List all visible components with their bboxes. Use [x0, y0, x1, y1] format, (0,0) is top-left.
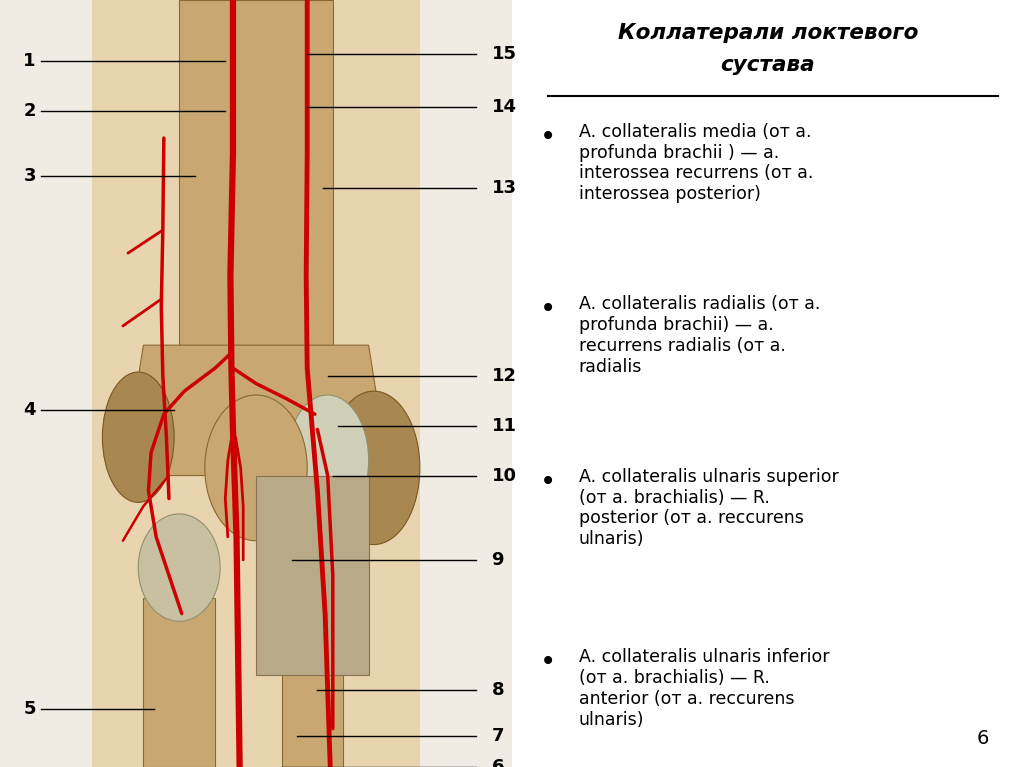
Text: 5: 5 [24, 700, 36, 719]
Text: •: • [540, 123, 556, 151]
Text: •: • [540, 648, 556, 676]
Text: A. collateralis media (от a.
profunda brachii ) — a.
interossea recurrens (от a.: A. collateralis media (от a. profunda br… [579, 123, 813, 203]
Ellipse shape [287, 395, 369, 525]
Text: 1: 1 [24, 52, 36, 71]
Text: 8: 8 [492, 681, 504, 700]
Text: 7: 7 [492, 727, 504, 746]
Text: 12: 12 [492, 367, 516, 385]
Ellipse shape [328, 391, 420, 545]
Polygon shape [179, 0, 333, 368]
Text: 10: 10 [492, 466, 516, 485]
Text: 3: 3 [24, 167, 36, 186]
Polygon shape [92, 0, 420, 767]
Text: 4: 4 [24, 401, 36, 420]
Text: 14: 14 [492, 98, 516, 117]
Text: •: • [540, 468, 556, 496]
Ellipse shape [138, 514, 220, 621]
Polygon shape [123, 345, 389, 476]
Text: 13: 13 [492, 179, 516, 197]
Ellipse shape [205, 395, 307, 541]
Text: 6: 6 [977, 729, 989, 748]
Text: 2: 2 [24, 102, 36, 120]
Polygon shape [143, 598, 215, 767]
Polygon shape [0, 0, 512, 767]
Text: 6: 6 [492, 758, 504, 767]
Text: A. collateralis ulnaris inferior
(от a. brachialis) — R.
anterior (от a. reccure: A. collateralis ulnaris inferior (от a. … [579, 648, 829, 729]
Polygon shape [256, 476, 369, 675]
Text: 15: 15 [492, 44, 516, 63]
Text: 11: 11 [492, 416, 516, 435]
Text: сустава: сустава [721, 55, 815, 75]
Text: 9: 9 [492, 551, 504, 569]
Text: Коллатерали локтевого: Коллатерали локтевого [617, 23, 919, 43]
Ellipse shape [102, 372, 174, 502]
Text: •: • [540, 295, 556, 324]
Text: A. collateralis ulnaris superior
(от a. brachialis) — R.
posterior (от a. reccur: A. collateralis ulnaris superior (от a. … [579, 468, 839, 548]
Polygon shape [282, 675, 343, 767]
Text: A. collateralis radialis (от a.
profunda brachii) — a.
recurrens radialis (от a.: A. collateralis radialis (от a. profunda… [579, 295, 820, 376]
